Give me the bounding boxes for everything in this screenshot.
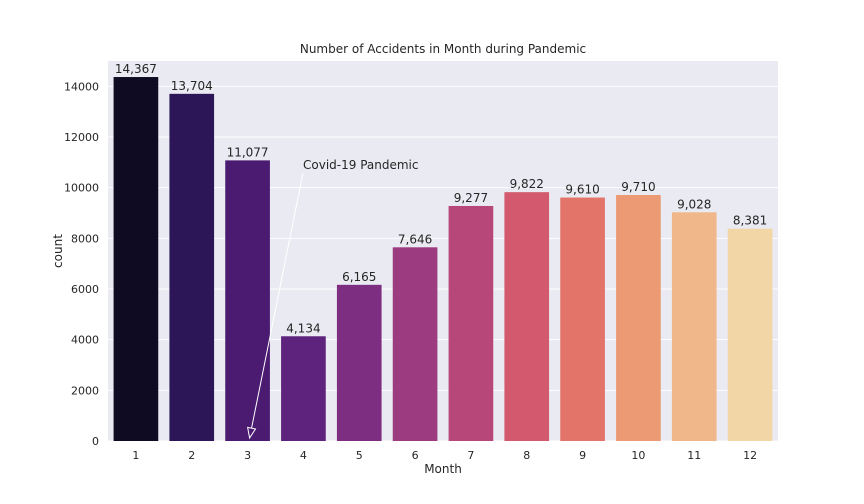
annotation-arrowhead (247, 426, 257, 440)
chart-title: Number of Accidents in Month during Pand… (300, 42, 586, 56)
bar-value-label: 9,610 (565, 183, 599, 197)
bar-value-label: 13,704 (171, 79, 213, 93)
bar-value-label: 14,367 (115, 62, 157, 76)
y-tick-label: 14000 (64, 80, 99, 93)
bar-value-label: 7,646 (398, 232, 432, 246)
bar (671, 212, 717, 441)
x-tick-label: 3 (244, 449, 251, 462)
x-tick-label: 12 (743, 449, 757, 462)
x-tick-label: 9 (579, 449, 586, 462)
x-tick-label: 2 (188, 449, 195, 462)
x-tick-label: 7 (467, 449, 474, 462)
bar-value-label: 9,028 (677, 197, 711, 211)
x-tick-label: 4 (300, 449, 307, 462)
bars (113, 77, 773, 441)
y-ticks: 0 2000 4000 6000 8000 10000 12000 14000 (64, 80, 99, 448)
annotation: Covid-19 Pandemic (247, 158, 418, 440)
bar (336, 284, 382, 441)
y-tick-label: 8000 (71, 232, 99, 245)
x-tick-label: 6 (412, 449, 419, 462)
bar-value-label: 8,381 (733, 214, 767, 228)
annotation-arrow-line (251, 172, 304, 429)
bar-value-label: 6,165 (342, 270, 376, 284)
x-tick-label: 10 (631, 449, 645, 462)
y-tick-label: 10000 (64, 182, 99, 195)
x-tick-label: 11 (687, 449, 701, 462)
y-tick-label: 4000 (71, 334, 99, 347)
bar (616, 195, 661, 441)
bar-value-label: 11,077 (227, 145, 269, 159)
x-tick-label: 5 (356, 449, 363, 462)
bar (727, 228, 773, 441)
y-tick-label: 12000 (64, 131, 99, 144)
bar (504, 192, 550, 441)
y-tick-label: 2000 (71, 384, 99, 397)
annotation-text: Covid-19 Pandemic (303, 158, 418, 172)
bar-value-label: 9,710 (621, 180, 655, 194)
y-tick-label: 0 (92, 435, 99, 448)
y-tick-label: 6000 (71, 283, 99, 296)
bar (560, 197, 605, 441)
x-tick-label: 1 (132, 449, 139, 462)
bar (392, 247, 438, 441)
y-axis-label: count (51, 234, 65, 268)
bar-value-label: 9,822 (510, 177, 544, 191)
bar (113, 77, 159, 441)
bar-value-label: 4,134 (286, 321, 320, 335)
bar-value-label: 9,277 (454, 191, 488, 205)
gridlines (108, 85, 778, 442)
x-axis-label: Month (424, 462, 462, 476)
bar (169, 93, 215, 441)
bar (225, 160, 270, 441)
x-tick-label: 8 (523, 449, 530, 462)
x-ticks: 1 2 3 4 5 6 7 8 9 10 11 12 (132, 449, 757, 462)
bar (448, 205, 494, 441)
data-labels: 14,367 13,704 11,077 4,134 6,165 7,646 9,277 9,… (115, 62, 767, 335)
plot-background (108, 61, 778, 441)
bar (281, 336, 326, 441)
